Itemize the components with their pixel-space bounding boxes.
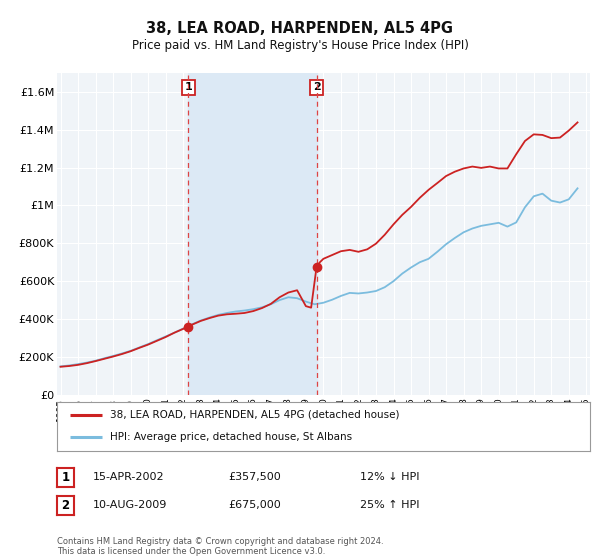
Text: 10-AUG-2009: 10-AUG-2009 [93,500,167,510]
Text: 1: 1 [61,471,70,484]
Text: Contains HM Land Registry data © Crown copyright and database right 2024.: Contains HM Land Registry data © Crown c… [57,537,383,546]
Text: 1: 1 [184,82,192,92]
Text: £675,000: £675,000 [228,500,281,510]
Text: HPI: Average price, detached house, St Albans: HPI: Average price, detached house, St A… [110,432,352,442]
Text: £357,500: £357,500 [228,472,281,482]
Text: 38, LEA ROAD, HARPENDEN, AL5 4PG: 38, LEA ROAD, HARPENDEN, AL5 4PG [146,21,454,36]
Text: Price paid vs. HM Land Registry's House Price Index (HPI): Price paid vs. HM Land Registry's House … [131,39,469,52]
Text: 25% ↑ HPI: 25% ↑ HPI [360,500,419,510]
Text: 2: 2 [313,82,320,92]
Text: 38, LEA ROAD, HARPENDEN, AL5 4PG (detached house): 38, LEA ROAD, HARPENDEN, AL5 4PG (detach… [110,410,400,420]
Text: 15-APR-2002: 15-APR-2002 [93,472,164,482]
Text: This data is licensed under the Open Government Licence v3.0.: This data is licensed under the Open Gov… [57,547,325,556]
Text: 2: 2 [61,499,70,512]
Bar [188,73,317,395]
Text: 12% ↓ HPI: 12% ↓ HPI [360,472,419,482]
